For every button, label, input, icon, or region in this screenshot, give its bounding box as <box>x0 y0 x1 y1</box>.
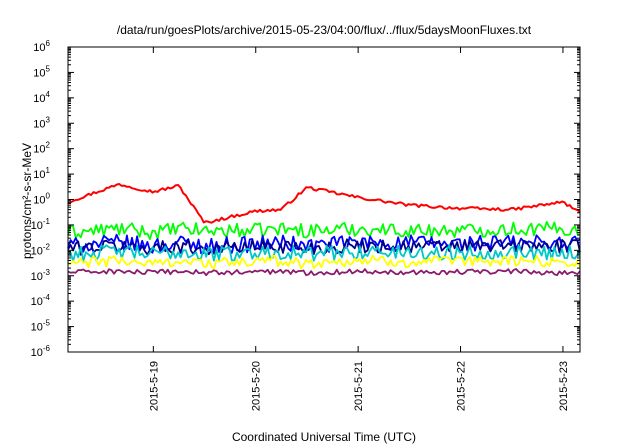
x-tick-label: 2015-5-23 <box>558 361 570 411</box>
y-tick-label: 10-6 <box>31 344 51 359</box>
axis-ticks <box>68 46 580 353</box>
y-tick-label: 104 <box>33 90 50 105</box>
plot-frame <box>67 46 581 353</box>
y-tick-label: 105 <box>33 64 50 79</box>
y-tick-label: 100 <box>33 192 50 207</box>
series-line-0 <box>67 183 581 224</box>
y-axis-title: protons/cm²-s-sr-MeV <box>20 143 34 259</box>
x-tick-label: 2015-5-21 <box>353 361 365 411</box>
y-tick-label: 102 <box>33 141 50 156</box>
series-line-4 <box>67 244 581 263</box>
series-lines <box>67 183 581 277</box>
y-tick-label: 10-5 <box>31 319 51 334</box>
y-tick-label: 10-1 <box>31 217 51 232</box>
x-tick-label: 2015-5-22 <box>456 361 468 411</box>
y-tick-label: 106 <box>33 39 50 54</box>
y-tick-label: 10-3 <box>31 268 51 283</box>
y-tick-label: 101 <box>33 166 50 181</box>
y-tick-label: 10-4 <box>31 293 51 308</box>
series-line-5 <box>67 254 581 270</box>
x-tick-labels: 2015-5-19 2015-5-20 2015-5-21 2015-5-22 2015… <box>148 361 570 411</box>
x-tick-label: 2015-5-19 <box>148 361 160 411</box>
y-tick-labels: 10-6 10-5 10-4 10-3 10-2 10-1 100 101 102 103 104 1… <box>31 39 51 359</box>
series-line-1 <box>67 221 581 241</box>
y-tick-label: 10-2 <box>31 242 51 257</box>
series-line-6 <box>67 268 581 277</box>
x-tick-label: 2015-5-20 <box>251 361 263 411</box>
y-tick-label: 103 <box>33 115 50 130</box>
x-axis-title: Coordinated Universal Time (UTC) <box>232 430 416 444</box>
chart-title: /data/run/goesPlots/archive/2015-05-23/0… <box>117 23 532 37</box>
